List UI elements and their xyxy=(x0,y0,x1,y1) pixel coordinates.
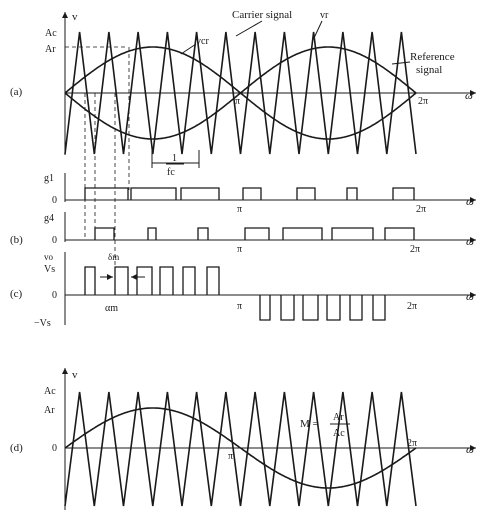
panel-d: (d) v Ac Ar 0 π 2π ω M = Ar Ac xyxy=(10,368,476,510)
panel-d-ac: Ac xyxy=(44,386,56,397)
g1-zero: 0 xyxy=(52,195,57,206)
panel-c-zero: 0 xyxy=(52,290,57,301)
vr-leader xyxy=(313,20,323,39)
reference-signal-leader xyxy=(391,61,411,65)
g4-2pi: 2π xyxy=(410,244,420,255)
panel-c-y-label: vo xyxy=(44,252,54,262)
modulation-index-lhs: M = xyxy=(300,418,319,430)
alpha-m-label: αm xyxy=(105,303,118,314)
panel-c: (c) vo Vs −Vs 0 π 2π ω δm αm xyxy=(10,252,476,329)
panel-d-label: (d) xyxy=(10,442,23,454)
panel-c-minus-vs: −Vs xyxy=(34,318,51,329)
panel-d-2pi: 2π xyxy=(407,438,417,449)
panel-d-zero: 0 xyxy=(52,443,57,454)
reference-signal-label-line1: Reference xyxy=(410,51,455,63)
panel-a-y-label: v xyxy=(72,11,78,23)
panel-a-x-label: ω xyxy=(465,90,473,102)
g4-x-label: ω xyxy=(466,236,474,248)
period-numerator: 1 xyxy=(172,153,177,164)
panel-c-pi: π xyxy=(237,301,242,312)
panel-d-pi: π xyxy=(228,451,233,462)
carrier-signal-leader xyxy=(235,20,263,37)
g4-pulse-train xyxy=(94,227,415,240)
g1-2pi: 2π xyxy=(416,204,426,215)
g4-label: g4 xyxy=(44,213,54,224)
reference-sine-positive-a xyxy=(64,46,417,95)
gate-signal-g4: (b) g4 0 π 2π ω xyxy=(10,212,476,255)
tick-ar-a: Ar xyxy=(45,44,56,55)
delta-m-label: δm xyxy=(108,252,119,262)
reference-sine-d xyxy=(64,407,417,489)
g4-pi: π xyxy=(237,244,242,255)
reference-signal-label-line2: signal xyxy=(416,64,442,76)
vr-label: vr xyxy=(320,10,329,21)
projection-lines xyxy=(84,47,130,265)
tick-2pi-a: 2π xyxy=(418,96,428,107)
reference-signal-label: Reference signal xyxy=(410,51,457,76)
panel-c-2pi: 2π xyxy=(407,301,417,312)
panel-a-label: (a) xyxy=(10,86,23,98)
vcr-label: vcr xyxy=(196,36,209,47)
vcr-leader xyxy=(180,43,197,55)
modulation-index-num: Ar xyxy=(333,412,344,423)
carrier-signal-label: Carrier signal xyxy=(232,9,292,21)
g1-x-label: ω xyxy=(466,196,474,208)
panel-d-x-label: ω xyxy=(466,444,474,456)
carrier-triangle-wave-d xyxy=(64,391,417,507)
panel-c-x-label: ω xyxy=(466,291,474,303)
carrier-triangle-wave-a xyxy=(64,31,417,155)
panel-d-ar: Ar xyxy=(44,405,55,416)
tick-ac-a: Ac xyxy=(45,28,57,39)
panel-c-label: (c) xyxy=(10,288,23,300)
panel-d-y-label: v xyxy=(72,369,78,381)
output-voltage-pulses xyxy=(84,266,386,321)
panel-c-vs: Vs xyxy=(44,264,55,275)
g4-zero: 0 xyxy=(52,235,57,246)
panel-a: (a) v ω Ac Ar π 2π Carrier signal vcr vr… xyxy=(10,9,476,178)
g1-pi: π xyxy=(237,204,242,215)
g1-label: g1 xyxy=(44,173,54,184)
reference-sine-negative-a xyxy=(64,91,417,140)
period-denominator: fc xyxy=(167,167,175,178)
g1-pulse-train xyxy=(84,187,415,200)
tick-pi-a: π xyxy=(235,96,240,107)
panel-b-label: (b) xyxy=(10,234,23,246)
gate-signal-g1: g1 0 π 2π ω xyxy=(44,173,476,215)
modulation-index-den: Ac xyxy=(333,428,345,439)
